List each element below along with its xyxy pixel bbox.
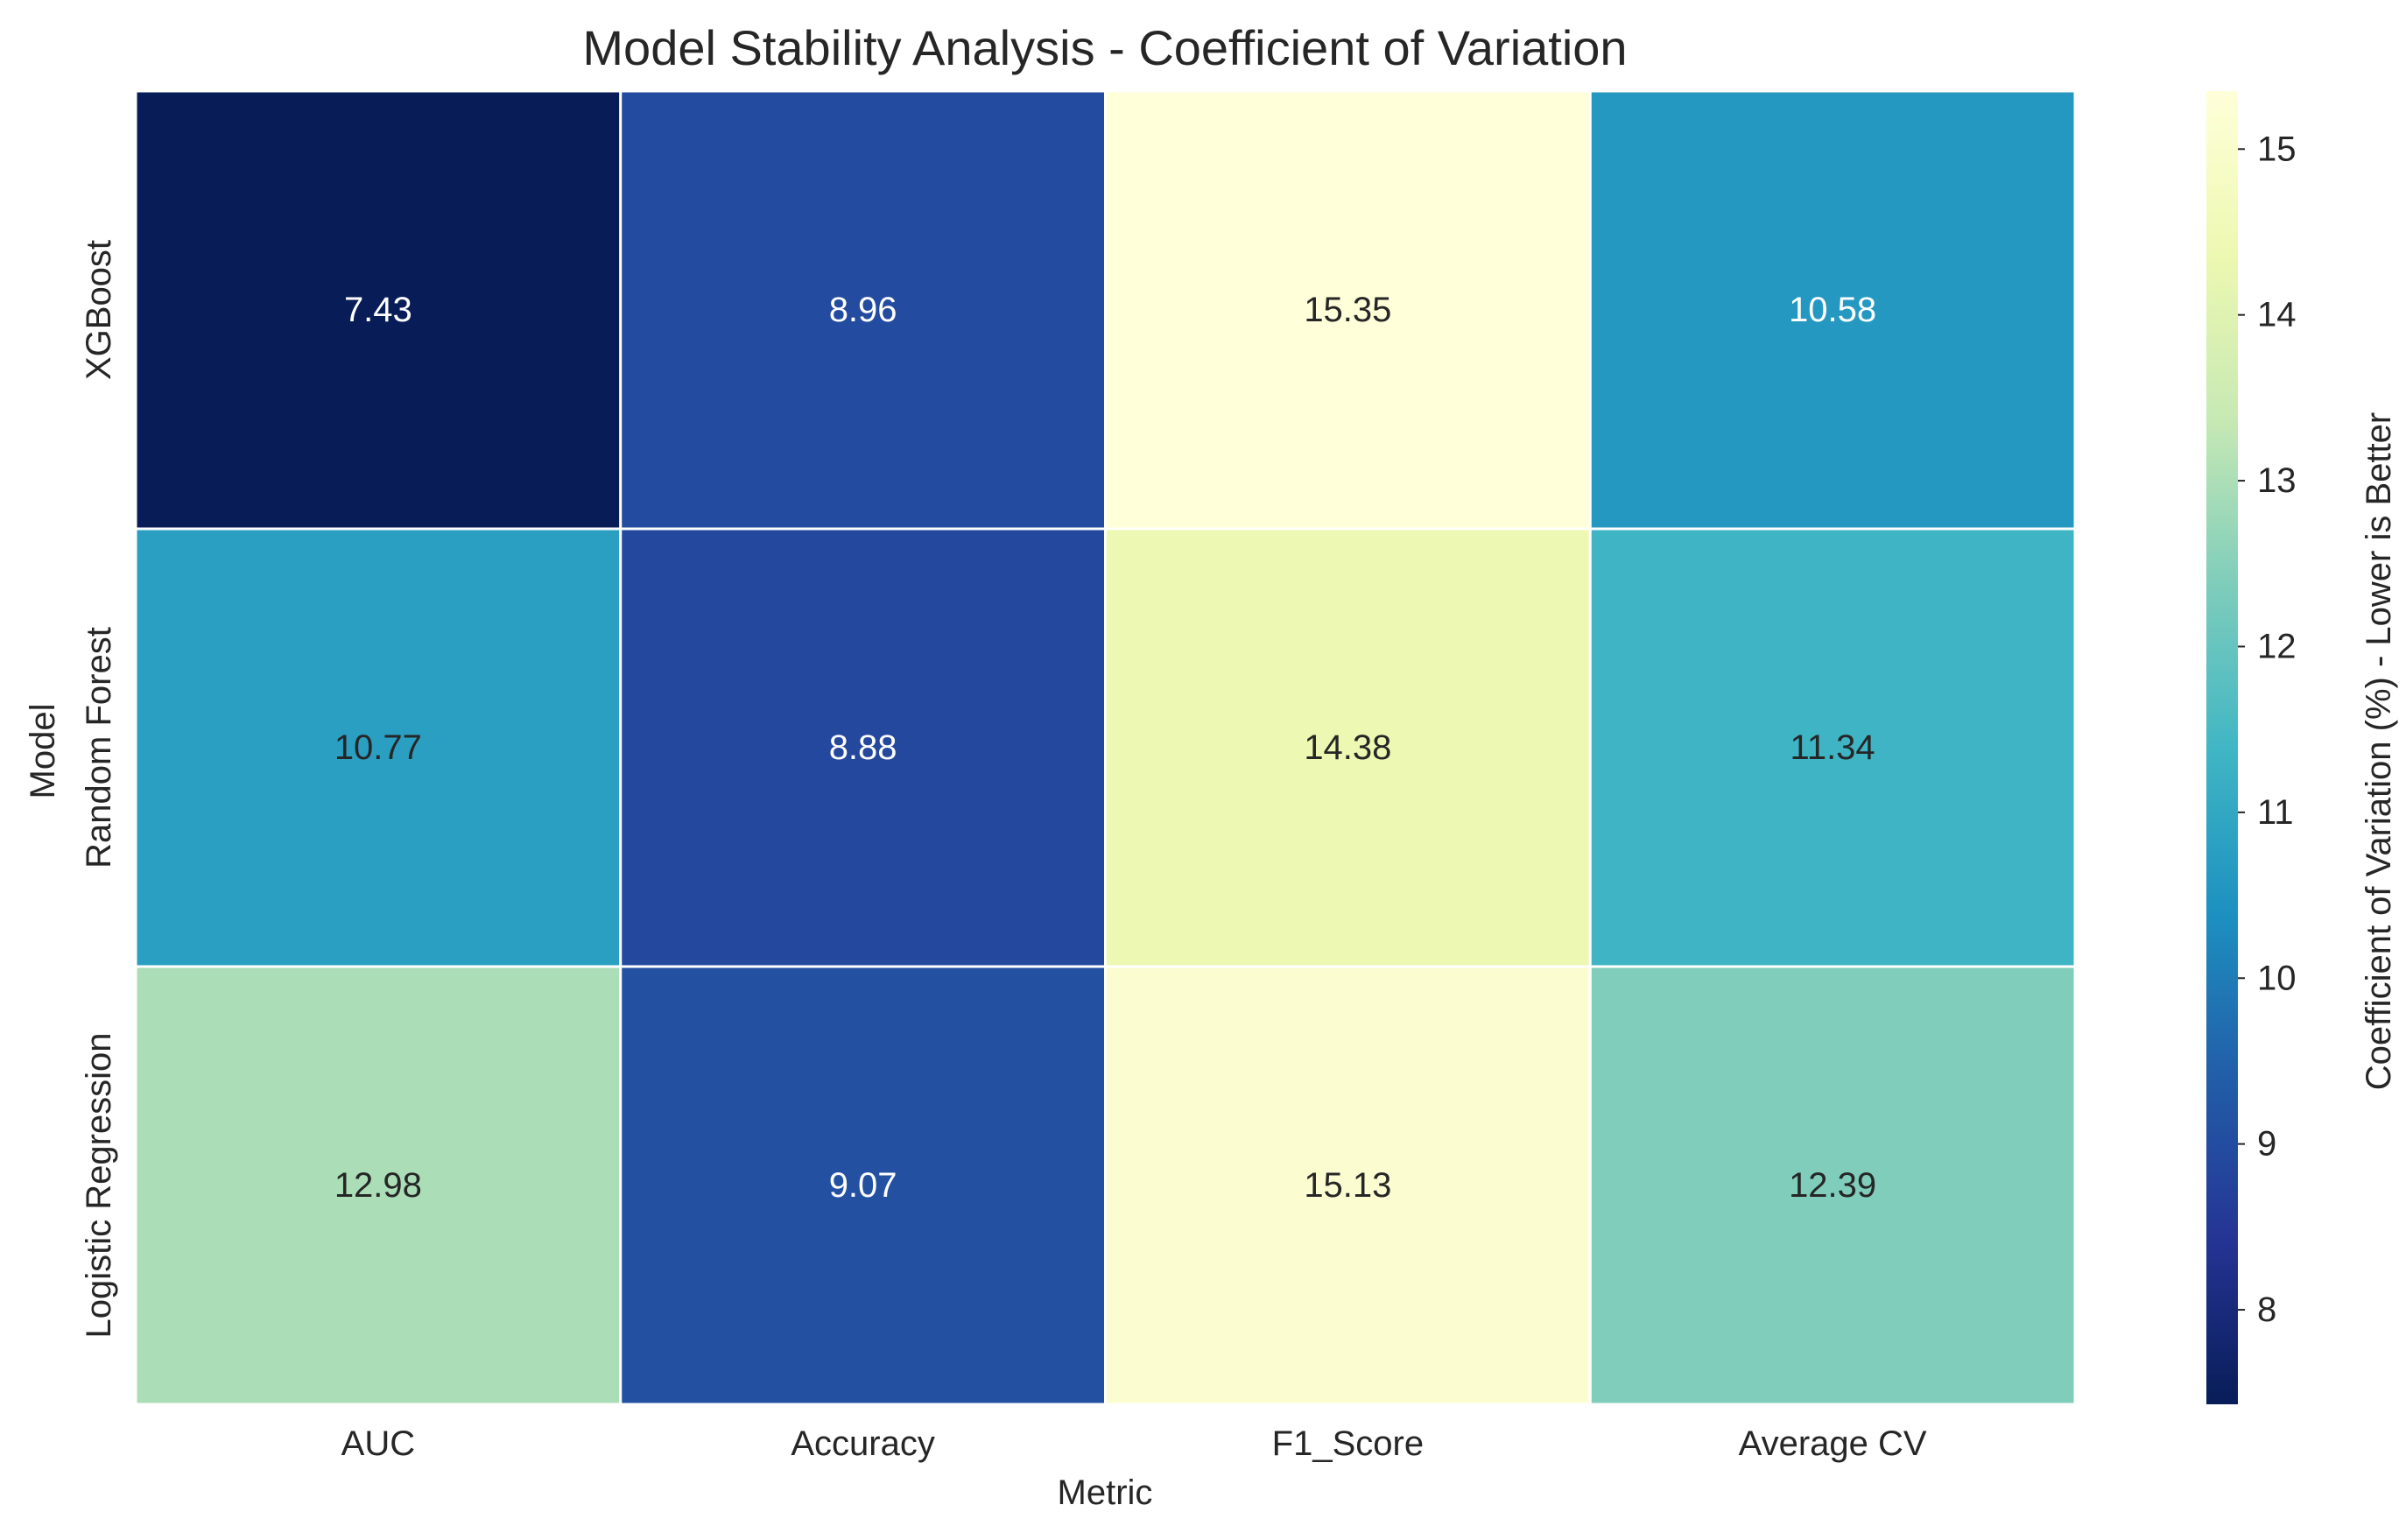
colorbar-tick-label: 10 (2257, 959, 2297, 997)
heatmap-cell-random-forest-average-cv (1588, 527, 2077, 968)
colorbar-tick-label: 8 (2257, 1290, 2276, 1329)
heatmap-cell-xgboost-average-cv (1588, 89, 2077, 531)
x-tick-label-average-cv: Average CV (1739, 1424, 1927, 1463)
y-tick-label-logistic-regression: Logistic Regression (80, 1032, 118, 1338)
colorbar-tick-label: 15 (2257, 130, 2297, 168)
cell-value-label: 8.88 (829, 728, 897, 767)
cell-value-label: 10.77 (334, 728, 422, 767)
cell-value-label: 7.43 (344, 291, 412, 329)
heatmap-cell-random-forest-auc (134, 527, 623, 968)
cell-value-label: 11.34 (1790, 728, 1875, 767)
cell-value-label: 9.07 (829, 1166, 897, 1205)
heatmap-cell-random-forest-accuracy (619, 527, 1107, 968)
colorbar: 8 9 10 11 12 13 14 15 (2206, 91, 2297, 1404)
x-tick-label-f1-score: F1_Score (1272, 1424, 1424, 1463)
colorbar-tick-label: 11 (2257, 793, 2294, 832)
y-tick-labels: XGBoost Random Forest Logistic Regression (80, 240, 118, 1339)
cell-value-label: 15.13 (1304, 1166, 1391, 1205)
x-tick-labels: AUC Accuracy F1_Score Average CV (341, 1424, 1927, 1463)
cell-value-label: 15.35 (1304, 291, 1391, 329)
colorbar-tick-label: 14 (2257, 296, 2297, 334)
cell-value-label: 12.98 (334, 1166, 422, 1205)
cell-value-label: 12.39 (1789, 1166, 1876, 1205)
y-tick-label-xgboost: XGBoost (80, 240, 118, 380)
heatmap-cell-xgboost-f1-score (1104, 89, 1592, 531)
y-tick-label-random-forest: Random Forest (80, 627, 118, 868)
colorbar-tick-label: 13 (2257, 461, 2297, 500)
colorbar-label: Coefficient of Variation (%) - Lower is … (2360, 412, 2398, 1090)
heatmap-cell-xgboost-auc (134, 89, 623, 531)
heatmap-cell-logistic-regression-average-cv (1588, 965, 2077, 1406)
x-axis-label: Metric (1058, 1473, 1153, 1512)
x-tick-label-auc: AUC (341, 1424, 415, 1463)
x-tick-label-accuracy: Accuracy (791, 1424, 935, 1463)
heatmap-cell-random-forest-f1-score (1104, 527, 1592, 968)
cell-value-label: 10.58 (1789, 291, 1876, 329)
cell-value-label: 14.38 (1304, 728, 1391, 767)
chart-title: Model Stability Analysis - Coefficient o… (582, 20, 1627, 75)
colorbar-gradient-bar (2206, 91, 2238, 1404)
heatmap-cell-xgboost-accuracy (619, 89, 1107, 531)
heatmap-cells: 7.43 8.96 15.35 10.58 10.77 8.88 14.38 11.34 12.… (134, 89, 2077, 1406)
cell-value-label: 8.96 (829, 291, 897, 329)
colorbar-tick-label: 9 (2257, 1125, 2276, 1164)
heatmap-cell-logistic-regression-accuracy (619, 965, 1107, 1406)
y-axis-label: Model (24, 704, 62, 799)
heatmap-cell-logistic-regression-auc (134, 965, 623, 1406)
colorbar-tick-label: 12 (2257, 627, 2297, 665)
